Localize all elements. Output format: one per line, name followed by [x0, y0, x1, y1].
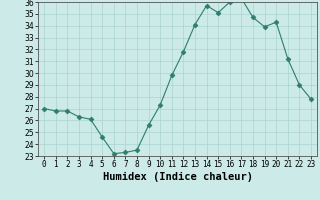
X-axis label: Humidex (Indice chaleur): Humidex (Indice chaleur)	[103, 172, 252, 182]
